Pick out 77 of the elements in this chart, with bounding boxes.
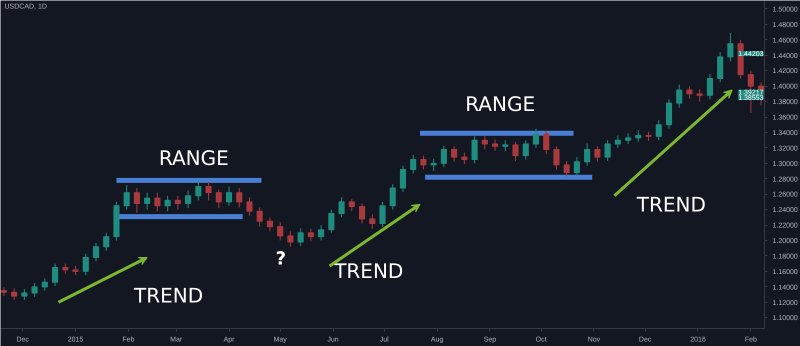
annotation: ? [276,248,286,270]
candlestick [472,136,478,164]
candlestick [266,216,274,232]
candlestick [564,160,570,177]
candlestick [328,209,334,234]
candlestick [154,192,160,212]
candlestick [645,131,652,142]
candlestick [348,198,355,212]
candlestick [553,146,560,170]
candlestick [706,73,713,100]
candlestick [103,232,110,252]
candlestick [451,146,458,162]
annotation: RANGE [465,92,536,116]
candlestick [256,206,263,228]
candlestick [584,142,590,166]
candlestick [635,130,642,142]
candlestick [358,202,366,224]
candlestick [390,184,396,210]
candlestick [205,181,212,201]
candlestick [287,230,294,248]
candlestick [195,180,202,201]
candlestick [144,192,150,210]
candlestick [522,140,529,160]
candlestick [124,184,130,210]
candlestick [482,135,488,150]
candlestick [11,288,18,300]
candlestick [625,132,632,145]
candlestick [236,188,242,208]
candlestick [492,138,498,152]
candlestick [604,140,611,162]
candlestick [656,120,662,141]
candlestick [676,84,682,108]
candlestick [82,253,89,276]
candlestick [696,88,703,102]
candlestick [594,146,600,162]
candlestick [72,265,79,276]
candlestick [512,141,519,162]
candlestick [164,195,171,212]
candlestick [430,158,437,172]
candlestick [369,214,376,230]
candlestick [92,242,100,262]
candlestick [727,32,734,62]
candlestick [686,86,693,100]
candlestick [461,152,468,165]
annotation: TREND [333,259,404,284]
candlestick [410,154,416,174]
annotation: RANGE [158,146,229,170]
candlestick [400,165,406,192]
candlestick [543,130,550,155]
candlestick [216,189,222,209]
candlestick [21,288,28,300]
candlestick [614,135,621,148]
candlestick [174,195,181,210]
candlestick [62,263,68,274]
annotation: TREND [636,192,706,217]
candlestick [246,196,253,216]
annotation: TREND [133,284,204,308]
candlestick [440,145,447,168]
candlestick [502,140,508,152]
candlestick [32,282,38,298]
candlestick [134,188,140,214]
candlestick [308,228,314,242]
candlestick [226,186,232,206]
candlestick [42,278,48,292]
candlestick [666,98,672,130]
candlestick [318,224,324,242]
candlestick [185,190,192,209]
candlestick [717,52,724,83]
candlestick [574,156,580,176]
candlestick [52,263,58,287]
candlestick [0,286,7,297]
candlestick [277,221,284,242]
candlestick [338,196,345,218]
candlestick [420,155,426,170]
candlestick [532,128,540,148]
candlestick [379,201,386,228]
candlestick [298,228,304,246]
